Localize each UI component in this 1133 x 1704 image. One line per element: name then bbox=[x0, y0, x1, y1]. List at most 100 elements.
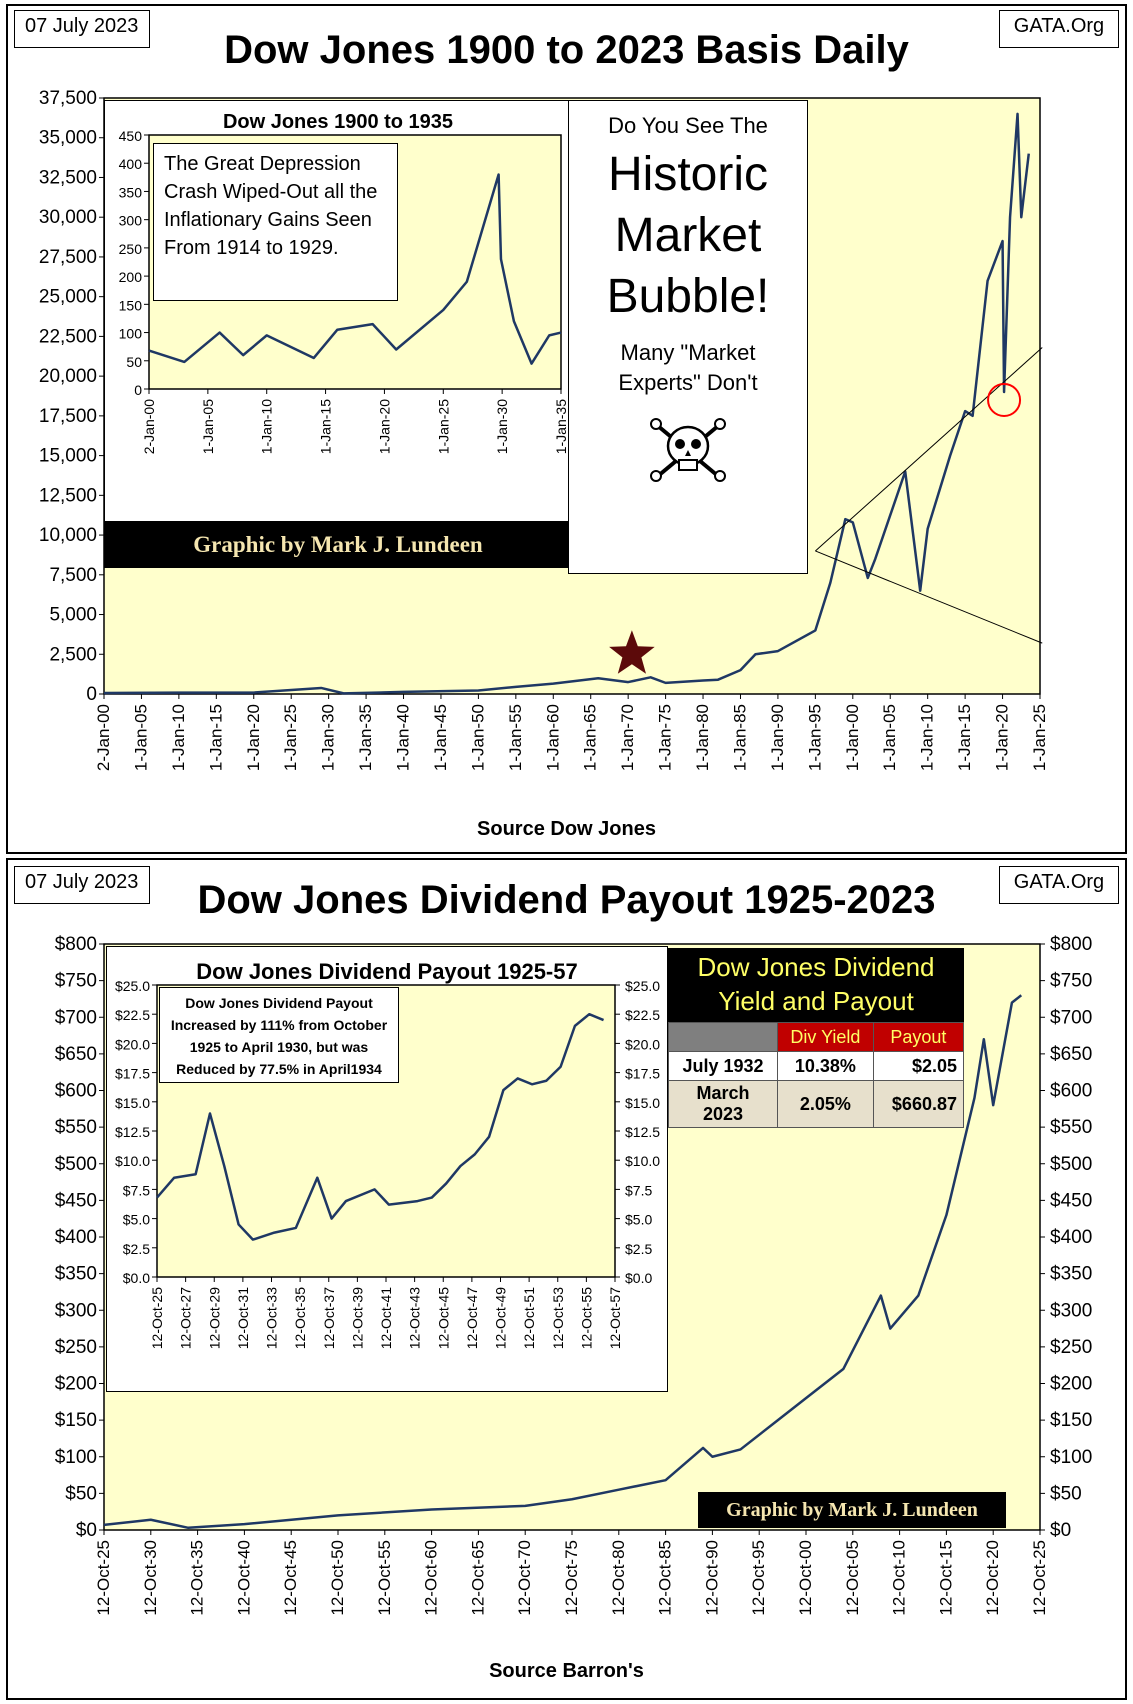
dow-main-x-tick-label: 1-Jan-90 bbox=[768, 704, 787, 771]
dow-main-x-tick-label: 1-Jan-85 bbox=[730, 704, 749, 771]
div-main-x-tick-label: 12-Oct-25 bbox=[1030, 1540, 1049, 1616]
dow-main-y-tick-label: 12,500 bbox=[39, 485, 97, 506]
div-main-x-tick-label: 12-Oct-65 bbox=[468, 1540, 487, 1616]
date-label: 07 July 2023 bbox=[14, 866, 150, 904]
div-main-x-tick-label: 12-Oct-75 bbox=[562, 1540, 581, 1616]
div-main-y2-tick-label: $250 bbox=[1050, 1337, 1092, 1358]
div-main-x-tick-label: 12-Oct-50 bbox=[328, 1540, 347, 1616]
dow-main-y-tick-label: 37,500 bbox=[39, 88, 97, 109]
dow-main-y-tick-label: 32,500 bbox=[39, 167, 97, 188]
table-header-payout: Payout bbox=[872, 1022, 965, 1052]
div-main-y2-tick-label: $400 bbox=[1050, 1227, 1092, 1248]
div-main-y2-tick-label: $800 bbox=[1050, 934, 1092, 955]
row-date: March 2023 bbox=[668, 1080, 778, 1128]
dow-inset-y-tick-label: 300 bbox=[119, 213, 143, 229]
div-inset-y-tick-label: $7.5 bbox=[123, 1182, 150, 1198]
div-main-y-tick-label: $550 bbox=[55, 1117, 97, 1138]
dow-main-x-tick-label: 1-Jan-25 bbox=[281, 704, 300, 771]
div-main-y-tick-label: $750 bbox=[55, 971, 97, 992]
div-inset-x-tick-label: 12-Oct-33 bbox=[264, 1287, 280, 1349]
upper-trend-line bbox=[815, 347, 1043, 552]
div-main-y2-tick-label: $650 bbox=[1050, 1044, 1092, 1065]
dow-inset-y-tick-label: 200 bbox=[119, 269, 143, 285]
yield-title-line-2: Yield and Payout bbox=[718, 986, 914, 1016]
div-main-x-tick-label: 12-Oct-05 bbox=[843, 1540, 862, 1616]
div-inset-x-tick-label: 12-Oct-41 bbox=[378, 1287, 394, 1349]
dow-main-y-tick-label: 20,000 bbox=[39, 366, 97, 387]
div-inset-y2-tick-label: $12.5 bbox=[625, 1124, 660, 1140]
div-inset-y2-tick-label: $10.0 bbox=[625, 1153, 660, 1169]
dow-main-y-tick-label: 5,000 bbox=[49, 605, 97, 626]
dow-inset-x-tick-label: 1-Jan-30 bbox=[494, 399, 510, 454]
dow-inset-y-tick-label: 350 bbox=[119, 184, 143, 200]
dow-inset-x-tick-label: 1-Jan-05 bbox=[200, 399, 216, 454]
lower-trend-line bbox=[815, 550, 1043, 644]
dow-inset-y-tick-label: 100 bbox=[119, 326, 143, 342]
div-inset-y-tick-label: $12.5 bbox=[115, 1124, 150, 1140]
chart-title: Dow Jones Dividend Payout 1925-2023 bbox=[197, 878, 936, 922]
div-inset-y-tick-label: $20.0 bbox=[115, 1036, 150, 1052]
bubble-line-6: Experts" Don't bbox=[618, 370, 758, 395]
div-inset-y-tick-label: $15.0 bbox=[115, 1095, 150, 1111]
yield-table-title: Dow Jones Dividend Yield and Payout bbox=[668, 948, 964, 1022]
div-main-y-tick-label: $50 bbox=[65, 1483, 97, 1504]
dow-main-x-tick-label: 1-Jan-55 bbox=[506, 704, 525, 771]
div-main-y2-tick-label: $500 bbox=[1050, 1154, 1092, 1175]
great-depression-note: The Great Depression Crash Wiped-Out all… bbox=[153, 143, 398, 301]
div-inset-y2-tick-label: $7.5 bbox=[625, 1182, 652, 1198]
market-bubble-callout: Do You See The Historic Market Bubble! M… bbox=[568, 100, 808, 574]
dow-main-x-tick-label: 1-Jan-05 bbox=[880, 704, 899, 771]
row-date: July 1932 bbox=[668, 1051, 778, 1081]
dow-main-y-tick-label: 0 bbox=[86, 684, 97, 705]
dow-main-x-tick-label: 1-Jan-10 bbox=[918, 704, 937, 771]
div-main-x-tick-label: 12-Oct-15 bbox=[936, 1540, 955, 1616]
div-main-series-line bbox=[103, 994, 1023, 1530]
dividend-note: Dow Jones Dividend Payout Increased by 1… bbox=[159, 987, 399, 1083]
div-main-y-tick-label: $800 bbox=[55, 934, 97, 955]
chart-title: Dow Jones 1900 to 2023 Basis Daily bbox=[224, 28, 909, 72]
dow-inset-x-tick-label: 1-Jan-20 bbox=[376, 399, 392, 454]
dow-main-x-tick-label: 1-Jan-15 bbox=[206, 704, 225, 771]
dow-main-y-tick-label: 27,500 bbox=[39, 247, 97, 268]
dow-main-y-tick-label: 22,500 bbox=[39, 326, 97, 347]
div-inset-y-tick-label: $25.0 bbox=[115, 978, 150, 994]
dow-main-x-tick-label: 1-Jan-15 bbox=[955, 704, 974, 771]
dow-main-y-tick-label: 25,000 bbox=[39, 287, 97, 308]
div-main-y-tick-label: $450 bbox=[55, 1190, 97, 1211]
skull-crossbones-icon bbox=[650, 418, 726, 482]
div-inset-y2-tick-label: $20.0 bbox=[625, 1036, 660, 1052]
row-yield: 2.05% bbox=[777, 1080, 874, 1128]
bubble-line-1: Do You See The bbox=[608, 113, 768, 138]
dow-inset-y-tick-label: 150 bbox=[119, 297, 143, 313]
div-main-y2-tick-label: $300 bbox=[1050, 1300, 1092, 1321]
dow-main-y-tick-label: 10,000 bbox=[39, 525, 97, 546]
dow-main-y-tick-label: 7,500 bbox=[49, 565, 97, 586]
bubble-line-2: Historic bbox=[607, 148, 768, 201]
div-main-y2-tick-label: $750 bbox=[1050, 971, 1092, 992]
div-inset-y2-tick-label: $5.0 bbox=[625, 1212, 652, 1228]
dow-main-x-tick-label: 1-Jan-10 bbox=[169, 704, 188, 771]
dow-main-x-tick-label: 1-Jan-60 bbox=[543, 704, 562, 771]
div-inset-y-tick-label: $5.0 bbox=[123, 1212, 150, 1228]
dow-main-y-tick-label: 17,500 bbox=[39, 406, 97, 427]
div-main-y-tick-label: $650 bbox=[55, 1044, 97, 1065]
div-main-y-tick-label: $500 bbox=[55, 1154, 97, 1175]
div-main-x-tick-label: 12-Oct-85 bbox=[656, 1540, 675, 1616]
div-inset-y2-tick-label: $2.5 bbox=[625, 1241, 652, 1257]
graphic-credit: Graphic by Mark J. Lundeen bbox=[104, 522, 572, 568]
div-main-y2-tick-label: $600 bbox=[1050, 1081, 1092, 1102]
dow-inset-y-tick-label: 50 bbox=[126, 354, 142, 370]
x-axis-title: Source Dow Jones bbox=[477, 818, 656, 840]
x-axis-title: Source Barron's bbox=[489, 1660, 644, 1682]
dow-main-x-tick-label: 1-Jan-80 bbox=[693, 704, 712, 771]
bubble-line-5: Many "Market bbox=[620, 340, 756, 365]
dow-main-x-tick-label: 1-Jan-45 bbox=[431, 704, 450, 771]
div-main-x-tick-label: 12-Oct-60 bbox=[422, 1540, 441, 1616]
yield-payout-table: Div Yield Payout July 1932 10.38% $2.05 … bbox=[668, 1022, 965, 1128]
row-payout: $660.87 bbox=[872, 1080, 965, 1128]
dow-inset-x-tick-label: 1-Jan-10 bbox=[259, 399, 275, 454]
bubble-line-3: Market bbox=[614, 209, 762, 262]
div-inset-x-tick-label: 12-Oct-45 bbox=[435, 1287, 451, 1349]
dow-main-y-tick-label: 2,500 bbox=[49, 644, 97, 665]
div-main-x-tick-label: 12-Oct-55 bbox=[375, 1540, 394, 1616]
